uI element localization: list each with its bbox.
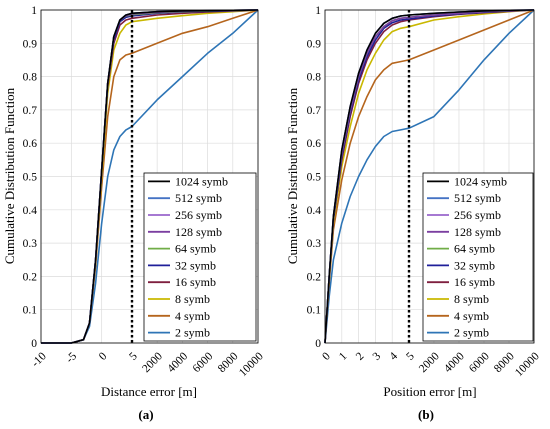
legend-label: 32 symb xyxy=(454,258,495,272)
y-tick-label: 0.9 xyxy=(23,38,38,50)
y-tick-label: 1 xyxy=(31,5,37,17)
x-tick-label: 1 xyxy=(337,350,350,363)
legend-label: 4 symb xyxy=(175,309,210,323)
legend-label: 1024 symb xyxy=(175,174,228,188)
panel-b: 00.10.20.30.40.50.60.70.80.91 0 1 2 3 4 5 2000… xyxy=(285,5,542,422)
axes-frame xyxy=(40,9,259,344)
legend-box xyxy=(422,172,534,342)
legend-label: 256 symb xyxy=(454,208,501,222)
legend-label: 2 symb xyxy=(175,326,210,340)
y-tick-label: 0.8 xyxy=(307,72,322,84)
x-tick-label: -5 xyxy=(64,350,79,365)
series-layer xyxy=(324,9,535,344)
series-layer xyxy=(41,9,259,344)
y-tick-label: 1 xyxy=(315,5,321,17)
x-tick-label: 3 xyxy=(371,350,384,363)
x-tick-label: 4000 xyxy=(442,350,467,375)
panel-label: (b) xyxy=(418,407,434,422)
legend-label: 512 symb xyxy=(454,191,501,205)
legend-label: 4 symb xyxy=(454,309,489,323)
legend-label: 2 symb xyxy=(454,326,489,340)
legend-label: 128 symb xyxy=(175,225,222,239)
legend-label: 32 symb xyxy=(175,258,216,272)
series-line xyxy=(324,9,535,344)
legend-label: 128 symb xyxy=(454,225,501,239)
y-tick-label: 0.6 xyxy=(307,138,322,150)
y-tick-label: 0.7 xyxy=(23,105,38,117)
x-tick-label: 5 xyxy=(127,350,140,363)
x-axis-label: Distance error [m] xyxy=(101,384,197,399)
x-tick-label: 4 xyxy=(387,350,400,363)
legend-label: 256 symb xyxy=(175,208,222,222)
y-tick-label: 0.3 xyxy=(23,238,38,250)
y-axis-label: Cumulative Distribution Function xyxy=(285,87,300,264)
x-tick-label: 6000 xyxy=(191,350,216,375)
x-tick-label: 0 xyxy=(97,350,110,363)
x-tick-label: 2 xyxy=(354,350,367,363)
legend: 1024 symb 512 symb 256 symb 128 symb 64 symb… xyxy=(422,172,534,342)
x-tick-label: 5 xyxy=(404,350,417,363)
x-tick-label: 0 xyxy=(320,350,333,363)
series-line xyxy=(324,9,535,344)
y-tick-labels: 0 0.1 0.2 0.3 0.4 0.5 0.6 0.7 0.8 0.9 1 xyxy=(307,5,322,350)
legend-box xyxy=(143,172,257,342)
x-tick-label: 4000 xyxy=(165,350,190,375)
legend-label: 1024 symb xyxy=(454,174,507,188)
legend: 1024 symb 512 symb 256 symb 128 symb 64 symb… xyxy=(143,172,257,342)
legend-label: 64 symb xyxy=(454,242,495,256)
legend-label: 512 symb xyxy=(175,191,222,205)
y-tick-label: 0.9 xyxy=(307,38,322,50)
legend-label: 64 symb xyxy=(175,242,216,256)
y-tick-label: 0.5 xyxy=(307,172,322,184)
y-tick-label: 0 xyxy=(31,338,37,350)
y-tick-label: 0 xyxy=(315,338,321,350)
x-axis-label: Position error [m] xyxy=(383,384,476,399)
y-tick-labels: 0 0.1 0.2 0.3 0.4 0.5 0.6 0.7 0.8 0.9 1 xyxy=(23,5,38,350)
y-tick-label: 0.8 xyxy=(23,72,38,84)
y-tick-label: 0.4 xyxy=(307,205,322,217)
y-tick-label: 0.7 xyxy=(307,105,322,117)
x-tick-label: -10 xyxy=(29,350,49,370)
y-tick-label: 0.1 xyxy=(23,305,38,317)
y-tick-label: 0.3 xyxy=(307,238,322,250)
y-axis-label: Cumulative Distribution Function xyxy=(2,87,17,264)
legend-label: 8 symb xyxy=(454,292,489,306)
legend-label: 16 symb xyxy=(175,275,216,289)
legend-label: 8 symb xyxy=(175,292,210,306)
y-tick-label: 0.6 xyxy=(23,138,38,150)
y-tick-label: 0.5 xyxy=(23,172,38,184)
x-tick-label: 10000 xyxy=(513,350,542,379)
y-tick-label: 0.1 xyxy=(307,305,322,317)
y-tick-label: 0.2 xyxy=(23,271,38,283)
y-tick-label: 0.4 xyxy=(23,205,38,217)
axes-frame xyxy=(324,9,535,344)
legend-label: 16 symb xyxy=(454,275,495,289)
x-tick-label: 10000 xyxy=(237,350,266,379)
series-line xyxy=(324,9,535,344)
x-tick-label: 2000 xyxy=(417,350,442,375)
panel-label: (a) xyxy=(138,407,153,422)
panel-a: 0 0.1 0.2 0.3 0.4 0.5 0.6 0.7 0.8 0.9 1 -10 -5 0 5 200… xyxy=(2,5,266,422)
x-tick-label: 2000 xyxy=(140,350,165,375)
series-line xyxy=(41,9,259,344)
x-tick-label: 6000 xyxy=(467,350,492,375)
y-tick-label: 0.2 xyxy=(307,271,322,283)
